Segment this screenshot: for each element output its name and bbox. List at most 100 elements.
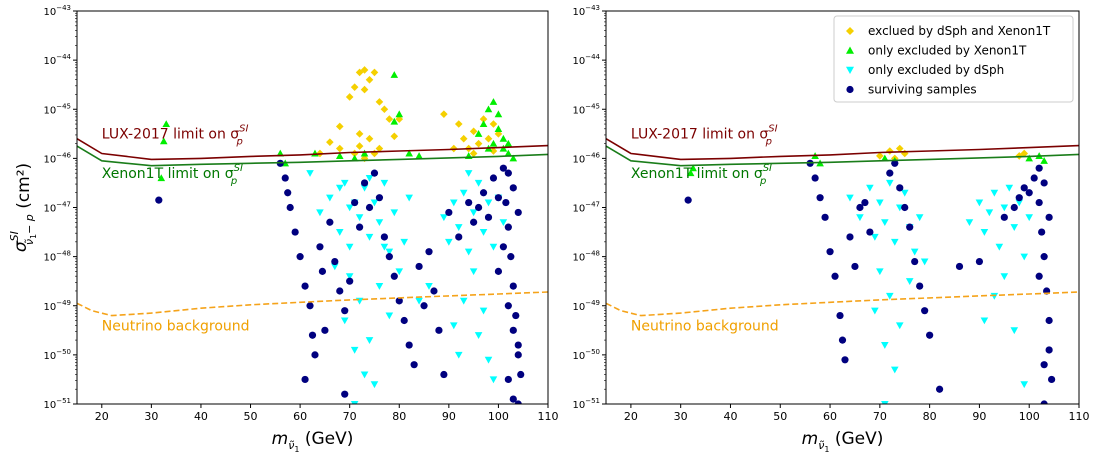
legend-box (833, 15, 1074, 103)
point (1010, 203, 1018, 212)
point (975, 199, 984, 207)
point (316, 243, 324, 251)
point (504, 375, 512, 384)
point (499, 243, 507, 251)
x-tick-label: 40 (723, 410, 737, 423)
point (464, 248, 473, 256)
series-2 (846, 179, 1034, 404)
point (445, 208, 453, 217)
legend-label: exclued by dSph and Xenon1T (868, 24, 1051, 38)
point (284, 189, 292, 197)
x-tick-label: 80 (392, 410, 406, 423)
point (980, 317, 989, 325)
point (479, 229, 488, 236)
point (504, 223, 512, 231)
series-2 (306, 170, 508, 404)
point (876, 199, 884, 207)
point (435, 326, 443, 334)
point (499, 164, 507, 172)
point (380, 105, 389, 114)
y-tick-label: 10−46 (43, 151, 71, 165)
point (420, 302, 428, 310)
point (345, 93, 354, 101)
x-tick-label: 30 (144, 410, 158, 423)
point (469, 127, 478, 136)
point (454, 351, 463, 359)
point (1025, 214, 1034, 222)
point (385, 115, 394, 123)
point (465, 198, 473, 207)
point (365, 75, 374, 84)
point (410, 361, 418, 369)
point (385, 312, 394, 320)
point (906, 223, 914, 231)
point (360, 66, 369, 74)
point (900, 189, 909, 197)
point (355, 142, 364, 150)
point (876, 268, 884, 276)
point (1035, 272, 1043, 280)
point (484, 105, 493, 113)
point (400, 316, 408, 325)
x-tick-label: 110 (538, 410, 559, 423)
point (375, 194, 384, 202)
point (346, 277, 354, 285)
point (1040, 157, 1048, 164)
point (474, 203, 483, 212)
curve-lux (606, 138, 1079, 161)
point (836, 311, 844, 320)
point (509, 184, 517, 192)
x-tick-label: 20 (624, 410, 638, 423)
annotation-nu: Neutrino background (631, 318, 779, 334)
point (841, 356, 849, 364)
point (370, 199, 379, 207)
point (504, 169, 512, 177)
point (512, 311, 520, 320)
x-tick-label: 50 (773, 410, 787, 423)
series-3 (684, 159, 1056, 404)
point (489, 174, 498, 182)
curve-xenon (606, 145, 1079, 167)
point (365, 134, 374, 143)
legend-marker (846, 85, 854, 94)
point (355, 214, 364, 222)
point (291, 228, 299, 236)
point (306, 302, 314, 310)
point (990, 189, 999, 197)
point (484, 134, 493, 143)
point (157, 174, 166, 182)
point (886, 179, 894, 187)
point (881, 400, 889, 404)
point (926, 331, 934, 339)
y-tick-label: 10−51 (572, 397, 600, 411)
point (1040, 361, 1048, 369)
point (311, 351, 319, 359)
point (489, 243, 498, 251)
point (816, 194, 824, 202)
point (454, 120, 463, 128)
x-tick-label: 100 (1019, 410, 1040, 423)
point (684, 196, 692, 204)
point (286, 203, 294, 212)
point (365, 203, 374, 212)
point (935, 385, 944, 393)
annotation-lux: LUX-2017 limit on σSI p (102, 124, 249, 148)
point (350, 154, 359, 162)
point (1025, 189, 1033, 197)
point (494, 110, 503, 118)
point (326, 194, 334, 202)
right-scatter-panel: LUX-2017 limit on σSI p Xenon1T limit on σ… (572, 4, 1089, 452)
point (296, 253, 304, 261)
point (375, 144, 384, 153)
point (484, 356, 493, 364)
point (459, 189, 468, 197)
y-tick-label: 10−43 (43, 4, 71, 18)
point (1035, 198, 1043, 207)
point (430, 287, 438, 295)
x-tick-label: 60 (293, 410, 307, 423)
point (504, 149, 513, 157)
legend-label: surviving samples (868, 83, 977, 97)
y-tick-label: 10−45 (43, 102, 71, 116)
point (1020, 381, 1029, 389)
point (1020, 184, 1028, 192)
